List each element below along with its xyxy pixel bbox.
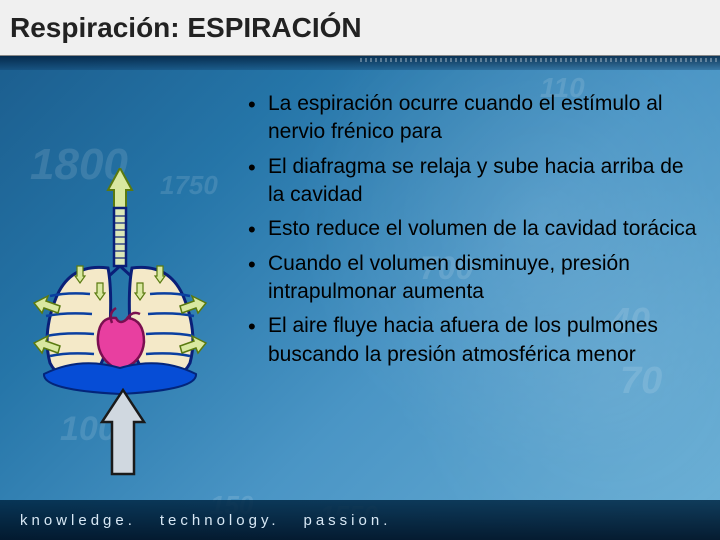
content-area: La espiración ocurre cuando el estímulo … — [0, 56, 720, 500]
footer-word-knowledge: knowledge. — [20, 512, 136, 529]
footer-bar: knowledge. technology. passion. — [0, 500, 720, 540]
bullet-item: Esto reduce el volumen de la cavidad tor… — [242, 215, 700, 243]
lung-illustration — [20, 168, 220, 408]
exhale-arrow-icon — [108, 168, 132, 208]
bullet-item: Cuando el volumen disminuye, presión int… — [242, 250, 700, 307]
lung-diagram — [10, 86, 230, 490]
diaphragm-up-arrow-icon — [98, 388, 148, 478]
footer-word-passion: passion. — [304, 512, 392, 529]
title-bar: Respiración: ESPIRACIÓN — [0, 0, 720, 56]
bullet-item: El diafragma se relaja y sube hacia arri… — [242, 153, 700, 210]
footer-word-technology: technology. — [160, 512, 280, 529]
slide-title: Respiración: ESPIRACIÓN — [10, 12, 362, 44]
bullet-item: La espiración ocurre cuando el estímulo … — [242, 90, 700, 147]
bullet-item: El aire fluye hacia afuera de los pulmon… — [242, 312, 700, 369]
bullet-list: La espiración ocurre cuando el estímulo … — [230, 86, 700, 490]
